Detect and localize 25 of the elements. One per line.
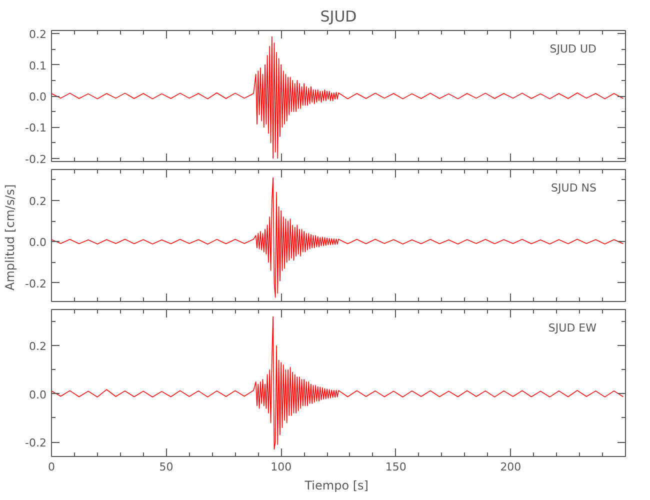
y-tick-label: 0.2 — [29, 340, 47, 354]
x-tick-label: 0 — [48, 460, 55, 474]
y-tick-label: -0.1 — [25, 122, 47, 135]
y-tick-label: -0.2 — [25, 436, 47, 450]
y-tick-label: 0.2 — [29, 194, 47, 208]
annotation: SJUD EW — [548, 322, 597, 334]
line-series — [52, 177, 624, 298]
y-tick-label: 0.0 — [29, 90, 47, 104]
y-tick-label: 0.2 — [29, 28, 47, 42]
y-tick-label: 0.0 — [29, 388, 47, 402]
x-tick-label: 150 — [385, 460, 406, 474]
annotation: SJUD NS — [551, 182, 597, 194]
chart-title: SJUD — [320, 8, 357, 26]
x-tick-label: 100 — [270, 460, 292, 474]
annotation: SJUD UD — [550, 42, 597, 56]
x-axis-title: Tiempo [s] — [304, 478, 368, 492]
y-tick-label: 0.1 — [29, 59, 47, 72]
x-tick-label: 50 — [159, 460, 174, 474]
y-tick-label: -0.2 — [25, 277, 47, 290]
line-series — [52, 316, 624, 450]
x-tick-label: 200 — [500, 460, 522, 474]
y-axis-title: Amplitud [cm/s/s] — [3, 184, 18, 290]
line-series — [52, 36, 624, 159]
y-tick-label: -0.2 — [25, 152, 47, 166]
y-tick-label: 0.0 — [29, 236, 47, 250]
